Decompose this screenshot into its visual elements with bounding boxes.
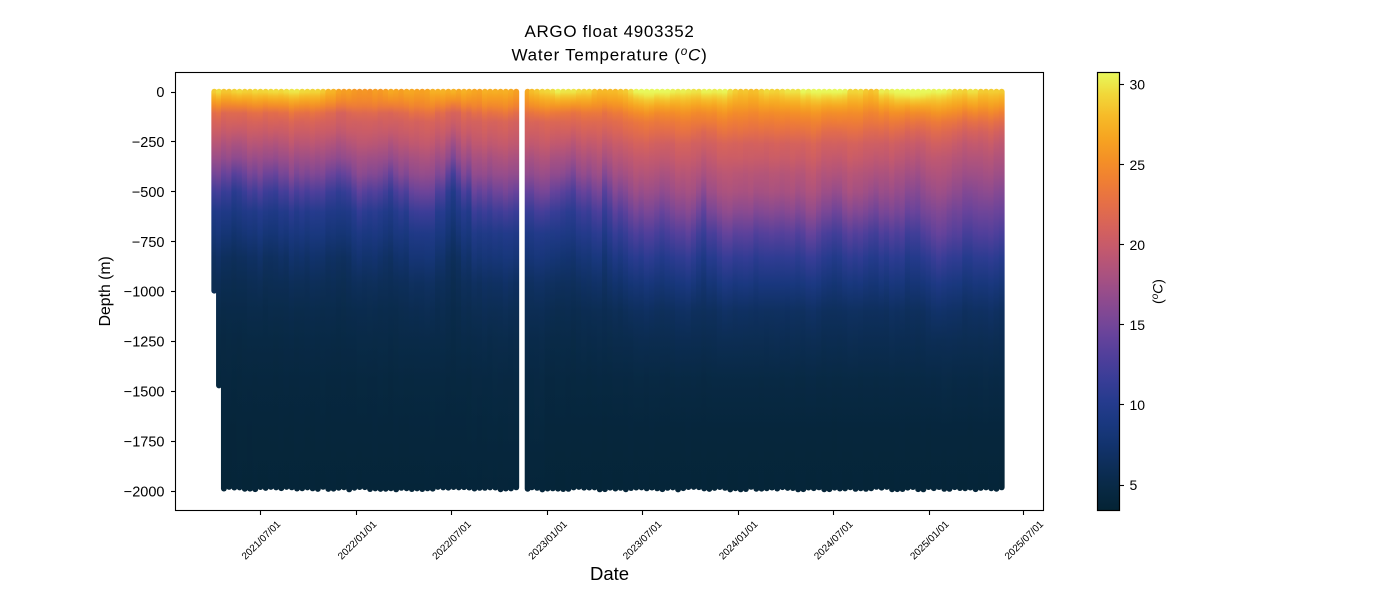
svg-text:Water Temperature (oC): Water Temperature (oC): [512, 44, 708, 65]
svg-text:−2000: −2000: [124, 484, 165, 500]
svg-text:−1500: −1500: [124, 385, 165, 401]
svg-text:−250: −250: [132, 135, 165, 151]
svg-text:−500: −500: [132, 185, 165, 201]
svg-text:15: 15: [1130, 317, 1146, 333]
svg-text:10: 10: [1130, 397, 1146, 413]
svg-text:Date: Date: [590, 563, 629, 584]
svg-text:−1000: −1000: [124, 285, 165, 301]
svg-text:(oC): (oC): [1150, 279, 1166, 304]
svg-text:5: 5: [1130, 477, 1138, 493]
svg-text:0: 0: [156, 85, 164, 101]
svg-text:−1250: −1250: [124, 335, 165, 351]
svg-text:30: 30: [1130, 77, 1146, 93]
svg-text:ARGO float 4903352: ARGO float 4903352: [524, 22, 694, 41]
svg-text:20: 20: [1130, 237, 1146, 253]
svg-text:−1750: −1750: [124, 434, 165, 450]
svg-text:−750: −750: [132, 235, 165, 251]
svg-text:25: 25: [1130, 157, 1146, 173]
svg-text:Depth (m): Depth (m): [97, 256, 114, 326]
